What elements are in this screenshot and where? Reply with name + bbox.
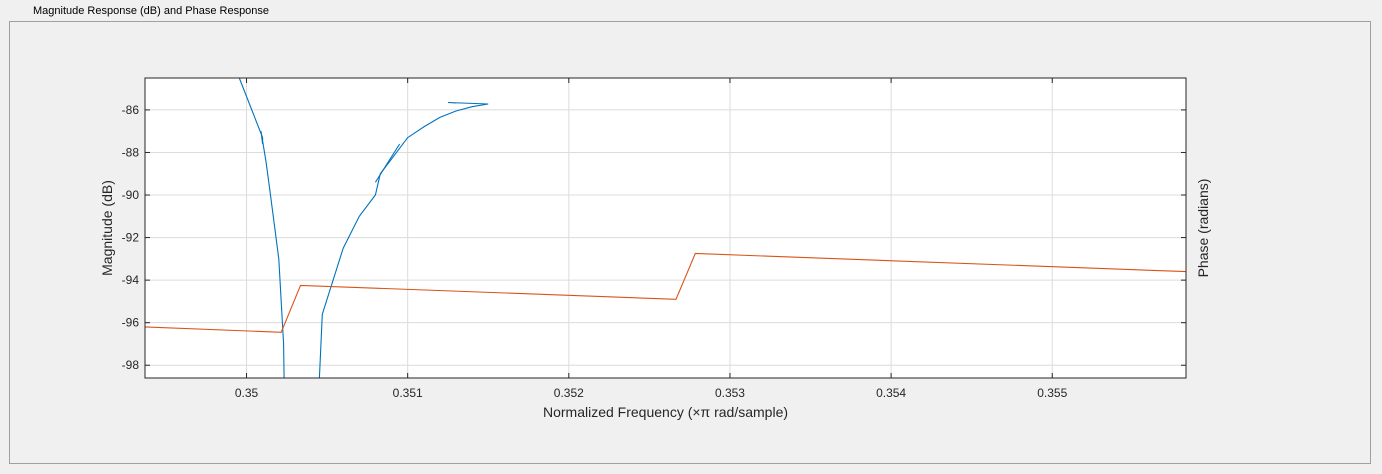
magnitude-line	[318, 101, 489, 378]
plot-area	[145, 78, 1186, 378]
x-tick-label: 0.354	[876, 386, 906, 400]
y-tick-label: -90	[122, 188, 140, 202]
x-tick-label: 0.35	[235, 386, 259, 400]
y-tick-label: -94	[122, 273, 140, 287]
x-tick-label: 0.353	[715, 386, 745, 400]
y-tick-label: -96	[122, 316, 140, 330]
x-axis-label: Normalized Frequency (×π rad/sample)	[543, 404, 788, 420]
y-tick-label: -98	[122, 358, 140, 372]
magnitude-line	[374, 143, 401, 183]
x-tick-label: 0.351	[393, 386, 423, 400]
y-tick-label: -86	[122, 103, 140, 117]
y-tick-label: -92	[122, 231, 140, 245]
response-panel	[9, 21, 1371, 464]
magnitude-line	[238, 78, 285, 378]
panel-title: Magnitude Response (dB) and Phase Respon…	[30, 5, 273, 17]
y-axis-label: Magnitude (dB)	[99, 180, 115, 276]
x-tick-label: 0.355	[1037, 386, 1067, 400]
axes-box	[144, 77, 1187, 379]
y-tick-label: -88	[122, 145, 140, 159]
phase-line	[145, 252, 1186, 333]
y-axis-label-right: Phase (radians)	[1195, 179, 1211, 278]
x-tick-label: 0.352	[554, 386, 584, 400]
